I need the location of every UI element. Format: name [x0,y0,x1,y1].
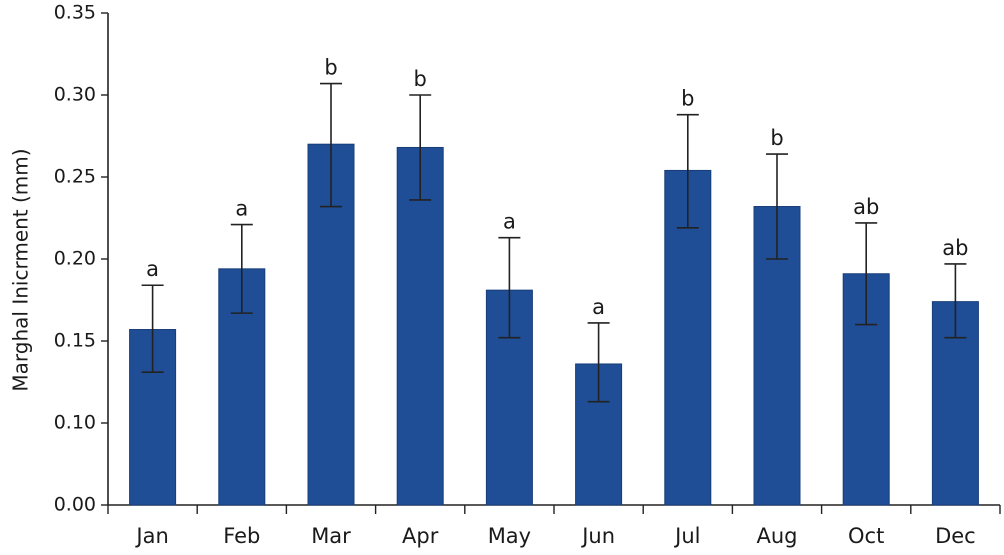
bar [575,363,623,506]
significance-label: ab [942,236,968,260]
y-tick-label: 0.35 [54,2,96,24]
y-tick-label: 0.20 [54,248,96,270]
significance-label: a [592,295,605,319]
x-tick-label: Feb [223,524,260,548]
x-tick-label: Jul [673,524,700,548]
x-tick-label: Aug [756,524,797,548]
x-tick-label: Jan [134,524,168,548]
y-axis-label: Marghal Inicrment (mm) [9,148,33,391]
x-tick-label: Jun [580,524,615,548]
error-bars [141,82,967,403]
x-tick-label: Dec [935,524,976,548]
x-tick-label: May [488,524,531,548]
bar [485,289,533,506]
y-axis: 0.00 0.10 0.15 0.20 0.25 0.30 0.35 [54,2,109,516]
significance-label: a [146,257,159,281]
y-tick-label: 0.00 [54,494,96,516]
bar [396,146,444,506]
significance-label: b [324,56,337,80]
significance-label: b [681,87,694,111]
significance-label: a [235,197,248,221]
y-tick-label: 0.15 [54,330,96,352]
y-tick-label: 0.10 [54,412,96,434]
x-axis: Jan Feb Mar Apr May Jun Jul Aug Oct Dec [107,504,1001,548]
y-tick-label: 0.25 [54,166,96,188]
x-tick-label: Apr [402,524,439,548]
y-tick-label: 0.30 [54,84,96,106]
significance-label: a [503,210,516,234]
significance-label: ab [853,195,879,219]
significance-label: b [414,67,427,91]
x-tick-label: Oct [848,524,884,548]
significance-label: b [770,126,783,150]
x-tick-label: Mar [311,524,351,548]
bars [129,143,979,506]
